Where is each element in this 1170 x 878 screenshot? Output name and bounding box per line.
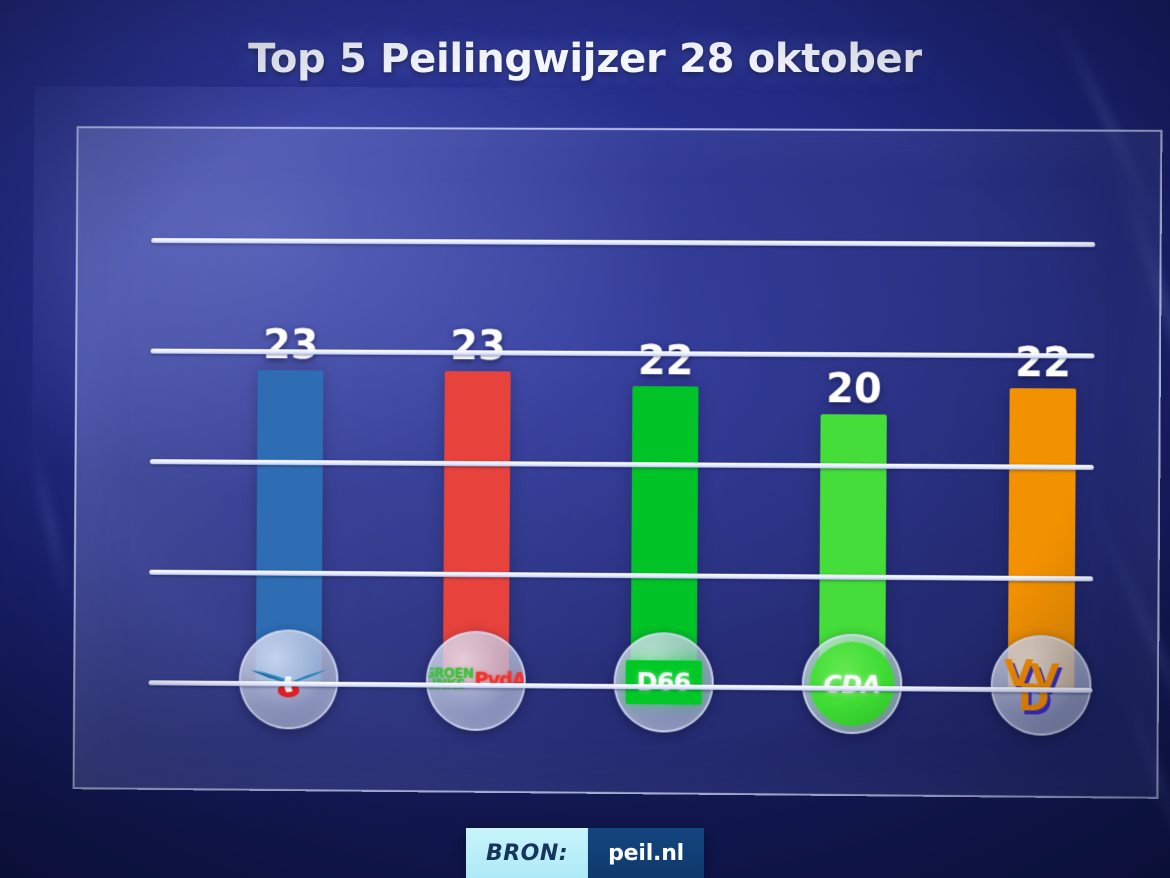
- party-logo-vvd[interactable]: VVD: [990, 635, 1091, 736]
- party-logo-glpvda[interactable]: GROENLINKSPvdA·: [426, 631, 526, 732]
- party-logo-d66[interactable]: D66: [613, 632, 714, 733]
- gridline: [151, 238, 1095, 247]
- bar-group: 23: [255, 370, 323, 791]
- bar-group: 22 V V D: [1007, 388, 1076, 798]
- light-streak: [28, 435, 72, 613]
- vvd-logo-icon: VVD: [1002, 654, 1081, 717]
- plot-area: 2323GROENLINKSPvdA·22D6620CDA22VVD: [148, 126, 1096, 798]
- bar-group: 23GROENLINKSPvdA·: [442, 371, 510, 793]
- source-bar: BRON: peil.nl: [466, 828, 704, 878]
- party-logo-cda[interactable]: CDA: [802, 633, 903, 734]
- cda-logo-icon: CDA: [810, 641, 895, 726]
- d66-logo-icon: D66: [625, 660, 701, 705]
- presentation-slide: Top 5 Peilingwijzer 28 oktober 23 23 GROEN…: [0, 0, 1170, 878]
- source-value[interactable]: peil.nl: [588, 828, 704, 878]
- bar-value-label: 23: [263, 323, 319, 369]
- bar-group: 22 D66: [630, 386, 699, 795]
- bar-value-label: 22: [1015, 340, 1071, 386]
- bar-value-label: 22: [638, 338, 694, 384]
- pvv-seagull-icon: [249, 656, 329, 703]
- bar-value-label: 23: [450, 324, 506, 370]
- bar-value-label: 20: [826, 366, 882, 412]
- chart-panel: 2323GROENLINKSPvdA·22D6620CDA22VVD: [73, 126, 1163, 799]
- chart-title: Top 5 Peilingwijzer 28 oktober: [0, 36, 1170, 82]
- groenlinks-pvda-logo-icon: GROENLINKSPvdA·: [426, 669, 526, 692]
- source-label: BRON:: [466, 828, 588, 878]
- bar-group: 20 CDA: [818, 414, 887, 796]
- party-logo-pvv[interactable]: [239, 629, 339, 730]
